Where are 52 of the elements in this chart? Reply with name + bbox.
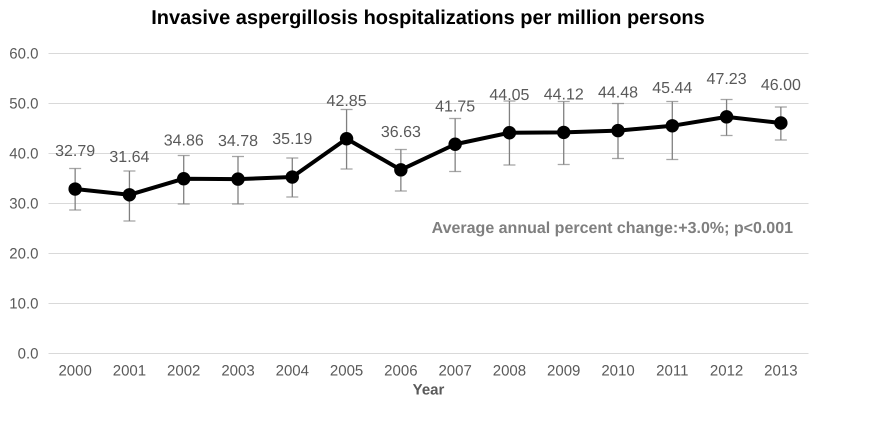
point xyxy=(231,172,245,186)
x-tick-label: 2009 xyxy=(547,362,580,380)
point xyxy=(502,126,516,140)
x-tick-label: 2003 xyxy=(221,362,255,380)
y-tick-label: 0.0 xyxy=(18,346,38,362)
point xyxy=(68,182,82,196)
point xyxy=(720,110,734,124)
point xyxy=(340,132,354,146)
x-tick-label: 2006 xyxy=(384,362,418,380)
x-tick-label: 2000 xyxy=(58,362,92,380)
point xyxy=(177,172,190,186)
text: 42.85 xyxy=(326,92,367,110)
x-axis-title: Year xyxy=(412,382,445,398)
y-tick-label: 60.0 xyxy=(9,46,38,62)
y-tick-label: 20.0 xyxy=(9,246,38,262)
text: 31.64 xyxy=(109,148,150,166)
point xyxy=(448,138,462,151)
y-tick-label: 10.0 xyxy=(9,296,38,312)
text: 47.23 xyxy=(706,70,747,88)
text: 45.44 xyxy=(652,80,692,97)
text: 46.00 xyxy=(760,77,801,94)
text: 34.86 xyxy=(164,132,204,150)
x-tick-label: 2010 xyxy=(601,362,635,380)
text: 44.48 xyxy=(598,84,638,102)
y-tick-label: 30.0 xyxy=(9,196,38,212)
text: 44.12 xyxy=(544,86,584,104)
x-tick-label: 2013 xyxy=(764,362,798,380)
x-tick-label: 2012 xyxy=(710,362,744,380)
text: 41.75 xyxy=(435,98,476,116)
text: 35.19 xyxy=(272,131,312,148)
point xyxy=(557,126,570,140)
point xyxy=(774,116,788,130)
y-tick-label: 40.0 xyxy=(9,146,38,162)
y-tick-label: 50.0 xyxy=(9,96,38,112)
x-tick-label: 2005 xyxy=(330,362,364,380)
text: 32.79 xyxy=(55,143,96,160)
point xyxy=(286,170,299,184)
point xyxy=(611,124,625,138)
x-tick-label: 2011 xyxy=(656,362,688,380)
annotation: Average annual percent change:+3.0%; p<0.001 xyxy=(432,220,794,237)
x-tick-label: 2007 xyxy=(438,362,472,380)
point xyxy=(394,163,408,177)
text: 34.78 xyxy=(218,133,258,150)
point xyxy=(122,188,136,202)
text: 44.05 xyxy=(489,86,530,104)
chart-title: Invasive aspergillosis hospitalizations per million persons xyxy=(151,7,705,29)
x-tick-label: 2001 xyxy=(112,362,146,380)
point xyxy=(666,119,679,132)
text: 36.63 xyxy=(380,124,421,141)
x-tick-label: 2008 xyxy=(492,362,526,380)
x-tick-label: 2004 xyxy=(276,362,309,380)
x-tick-label: 2002 xyxy=(167,362,200,380)
